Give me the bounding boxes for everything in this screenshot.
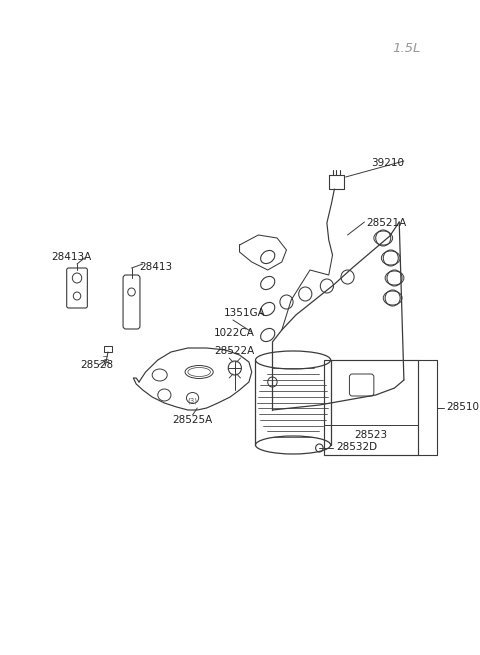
Text: 28521A: 28521A <box>366 218 407 228</box>
Text: 28522A: 28522A <box>214 346 254 356</box>
Text: 39210: 39210 <box>371 158 404 168</box>
Text: 1022CA: 1022CA <box>214 328 255 338</box>
Bar <box>104 346 112 352</box>
Text: 28523: 28523 <box>354 430 387 440</box>
Text: 28413: 28413 <box>139 262 172 272</box>
Text: 28532D: 28532D <box>336 442 377 452</box>
Text: 28528: 28528 <box>80 360 113 370</box>
Bar <box>324 360 418 455</box>
Text: 28413A: 28413A <box>52 252 92 262</box>
Text: (3): (3) <box>188 398 198 404</box>
Text: 28510: 28510 <box>446 402 479 411</box>
Text: 1.5L: 1.5L <box>393 42 421 55</box>
Text: 28525A: 28525A <box>172 415 213 425</box>
Text: 1351GA: 1351GA <box>224 308 265 318</box>
